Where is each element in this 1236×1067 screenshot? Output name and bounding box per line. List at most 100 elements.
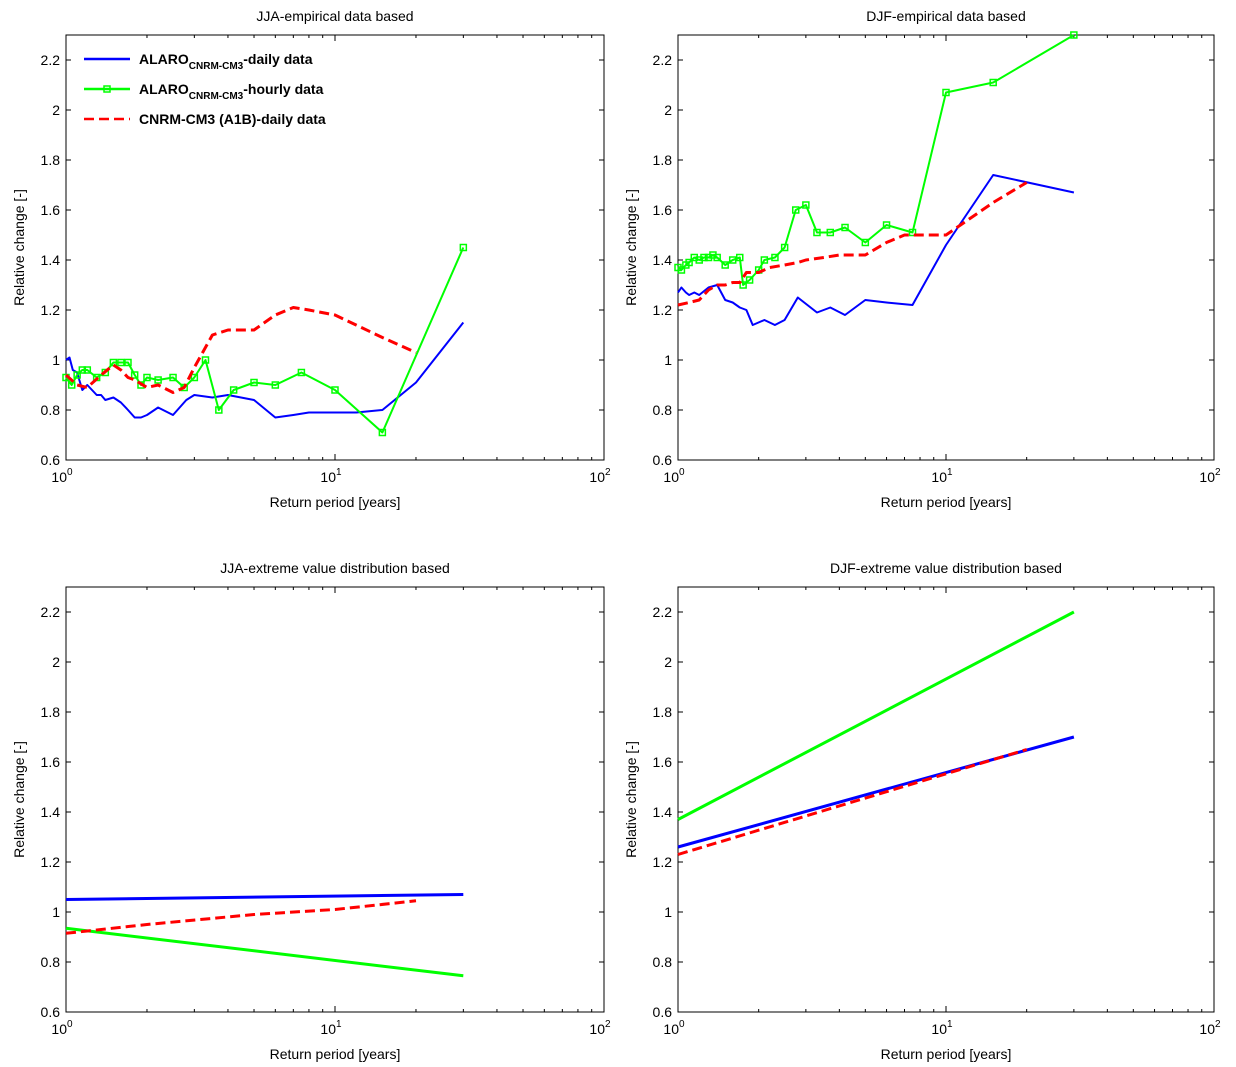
chart-panel-1: 0.6 0.8 1 1.2 1.4 1.6 1.8 2 2.2 100 101 102 JJA-empi… (11, 8, 611, 510)
y-tick-label: 1.8 (653, 704, 673, 720)
series-marker (721, 261, 729, 269)
series-marker (813, 228, 821, 237)
series-marker (117, 358, 125, 367)
series-marker (1070, 31, 1078, 39)
series-marker (73, 371, 81, 379)
y-tick-label: 1.4 (653, 804, 673, 820)
y-tick-label: 1.6 (41, 202, 61, 218)
series-marker (802, 201, 810, 209)
y-tick-label: 1 (664, 904, 672, 920)
y-tick-label: 1.4 (41, 252, 61, 268)
series-marker (215, 406, 223, 414)
series-marker (124, 358, 132, 367)
chart-title: DJF-empirical data based (866, 8, 1026, 24)
series-marker (739, 281, 747, 289)
y-tick-label: 1.8 (653, 152, 673, 168)
y-tick-label: 0.8 (41, 954, 61, 970)
series-marker (143, 373, 151, 382)
series-marker (250, 378, 258, 387)
series-marker (677, 266, 686, 274)
axes-box (677, 34, 1215, 461)
series-line-3 (64, 306, 417, 394)
y-tick-label: 2.2 (653, 52, 673, 68)
x-tick-label: 100 (663, 467, 685, 485)
series-marker (331, 386, 339, 394)
series-line-3 (65, 899, 417, 935)
y-tick-label: 0.8 (653, 954, 673, 970)
series-marker (201, 356, 210, 364)
y-tick-label: 1.4 (41, 804, 61, 820)
x-tick-label: 101 (931, 1019, 953, 1037)
y-tick-label: 1.2 (41, 302, 61, 318)
series-line-2 (65, 247, 465, 434)
series-marker (736, 253, 744, 262)
legend-entry-3: CNRM-CM3 (A1B)-daily data (139, 111, 326, 127)
legend-entry-1: ALAROCNRM-CM3-daily data (139, 51, 313, 72)
legend-marker (103, 85, 111, 93)
x-tick-label: 100 (663, 1019, 685, 1037)
series-marker (190, 373, 199, 382)
series-marker (130, 371, 139, 379)
y-tick-label: 2.2 (41, 52, 61, 68)
x-tick-label: 100 (51, 467, 73, 485)
y-tick-label: 1.2 (653, 854, 673, 870)
y-tick-label: 0.6 (41, 1004, 61, 1020)
series-line-3 (677, 748, 1028, 856)
x-tick-label: 101 (320, 467, 342, 485)
series-marker (700, 253, 708, 262)
series-line-2 (677, 610, 1075, 821)
series-marker (771, 253, 779, 262)
axes-box (65, 586, 605, 1013)
chart-panel-3: 0.6 0.8 1 1.2 1.4 1.6 1.8 2 2.2 100 101 102 JJA-extr… (11, 560, 611, 1062)
y-axis-label: Relative change [-] (623, 189, 639, 306)
y-tick-label: 2.2 (41, 604, 61, 620)
y-tick-label: 1.2 (653, 302, 673, 318)
x-tick-label: 102 (1199, 1019, 1221, 1037)
x-axis-label: Return period [years] (270, 1046, 401, 1062)
y-tick-label: 0.6 (653, 452, 673, 468)
x-axis-label: Return period [years] (881, 1046, 1012, 1062)
series-marker (745, 276, 754, 284)
series-marker (83, 366, 92, 374)
series-line-1 (677, 735, 1075, 849)
series-marker (685, 258, 693, 267)
series-marker (908, 228, 917, 237)
y-tick-label: 1.6 (653, 754, 673, 770)
y-tick-label: 0.8 (41, 402, 61, 418)
y-tick-label: 1.2 (41, 854, 61, 870)
y-tick-label: 0.6 (653, 1004, 673, 1020)
y-tick-label: 1.8 (41, 152, 61, 168)
y-axis-label: Relative change [-] (623, 741, 639, 858)
y-tick-label: 1 (52, 352, 60, 368)
y-tick-label: 0.6 (41, 452, 61, 468)
series-marker (728, 256, 737, 264)
y-tick-label: 1 (664, 352, 672, 368)
x-tick-label: 102 (1199, 467, 1221, 485)
y-axis-label: Relative change [-] (11, 189, 27, 306)
y-tick-label: 2 (52, 654, 60, 670)
series-marker (78, 366, 87, 374)
x-tick-label: 101 (320, 1019, 342, 1037)
series-marker (169, 373, 177, 382)
y-tick-label: 2.2 (653, 604, 673, 620)
y-tick-label: 0.8 (653, 402, 673, 418)
y-tick-label: 1 (52, 904, 60, 920)
legend-entry-2: ALAROCNRM-CM3-hourly data (139, 81, 324, 102)
chart-panel-4: 0.6 0.8 1 1.2 1.4 1.6 1.8 2 2.2 100 101 102 DJF-extr… (623, 560, 1221, 1062)
series-marker (229, 386, 238, 394)
series-marker (989, 78, 997, 87)
series-marker (154, 376, 162, 384)
series-marker (841, 223, 849, 232)
series-line-2 (65, 926, 464, 978)
y-tick-label: 1.6 (653, 202, 673, 218)
series-marker (780, 243, 789, 252)
y-tick-label: 2 (52, 102, 60, 118)
y-tick-label: 2 (664, 102, 672, 118)
series-marker (826, 228, 835, 237)
x-tick-label: 101 (931, 467, 953, 485)
series-line-1 (65, 321, 465, 419)
series-marker (297, 368, 306, 377)
series-line-1 (65, 893, 464, 901)
chart-title: DJF-extreme value distribution based (830, 560, 1062, 576)
